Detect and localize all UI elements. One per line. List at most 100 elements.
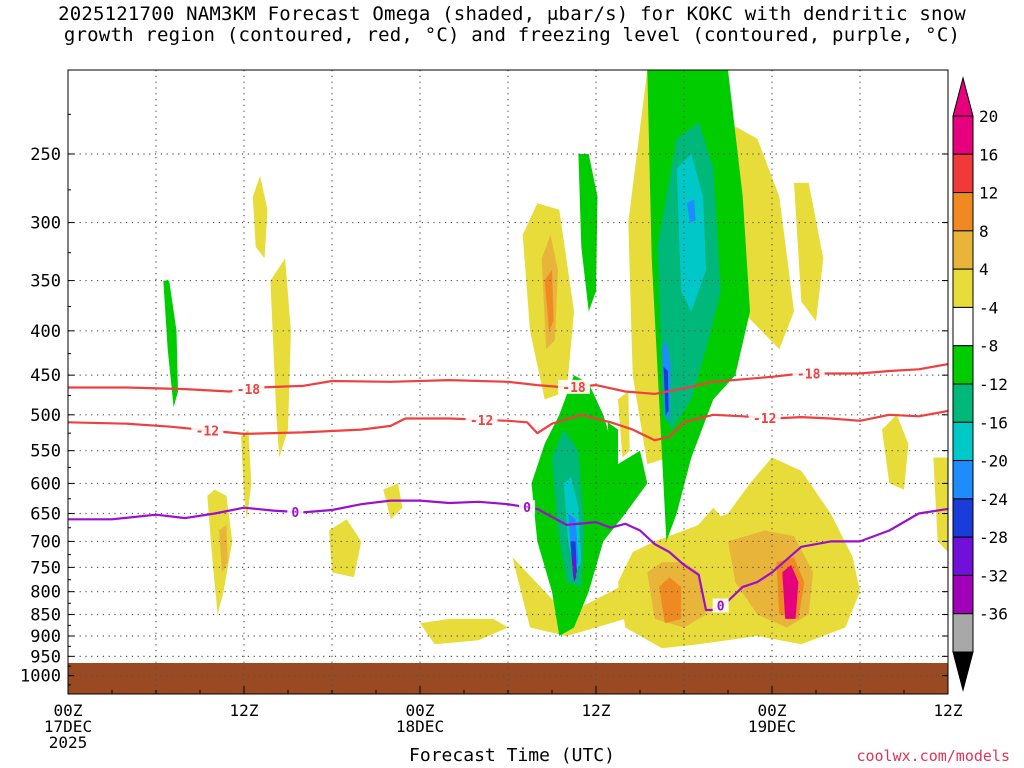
omega-region-28 [607,422,618,496]
omega-region-15 [933,457,948,552]
colorbar-bin-3 [952,230,974,270]
colorbar-label-1: 16 [979,145,998,164]
contour-label-0c-0: 0 [291,506,299,521]
x-tick-label-3-1: 12Z [582,701,611,720]
colorbar-bin-5 [952,306,974,347]
omega-region-32 [676,154,706,312]
contour-label-bg [558,379,590,394]
contour-label-0c-1: 0 [523,501,531,516]
colorbar-bin-12 [952,574,974,615]
contour-label--12c-0: -12 [196,424,219,439]
colorbar-bin-8 [952,421,974,462]
site-credit: coolwx.com/models [856,747,1010,765]
contour-label--12c-2: -12 [753,412,776,427]
contour-label-bg [792,366,825,381]
contour-label-bg [712,598,729,613]
colorbar-label-13: -36 [979,605,1008,624]
colorbar-label-4: 4 [979,260,989,279]
chart-title-line2: growth region (contoured, red, °C) and f… [63,24,961,46]
chart-title-line1: 2025121700 NAM3KM Forecast Omega (shaded… [58,3,966,25]
chart-title: 2025121700 NAM3KM Forecast Omega (shaded… [0,4,1024,46]
colorbar-label-2: 12 [979,184,998,203]
y-tick-label-800: 800 [30,583,61,603]
x-tick-label-0-3: 2025 [49,733,88,752]
omega-region-9 [241,429,252,520]
omega-region-5 [794,182,824,322]
omega-region-22 [544,269,554,331]
colorbar-bin-2 [952,192,974,232]
y-tick-label-250: 250 [30,145,61,165]
colorbar-label-8: -16 [979,413,1008,432]
contour-label-bg [465,412,498,427]
colorbar-label-11: -28 [979,528,1008,547]
omega-shading-layer [163,70,948,649]
colorbar-bin-4 [952,268,974,308]
y-tick-label-900: 900 [30,627,61,647]
contour-label-bg [748,410,781,425]
omega-region-29 [622,477,630,508]
y-tick-label-1000: 1000 [20,667,61,687]
y-tick-label-700: 700 [30,532,61,552]
x-tick-label-0-1: 00Z [54,701,83,720]
omega-region-10 [329,519,362,578]
colorbar-bin-10 [952,498,974,538]
colorbar-bin-1 [952,153,974,194]
colorbar-bin-7 [952,383,974,423]
y-tick-label-550: 550 [30,442,61,462]
y-tick-label-650: 650 [30,505,61,525]
contour-label-bg [519,500,536,515]
omega-region-19 [219,524,228,573]
y-tick-label-400: 400 [30,322,61,342]
y-tick-label-750: 750 [30,558,61,578]
colorbar-label-12: -32 [979,566,1008,585]
contour-label--12c-1: -12 [470,414,493,429]
colorbar-bin-13 [952,613,974,653]
omega-region-23 [782,564,799,619]
colorbar-label-6: -8 [979,337,998,356]
y-tick-label-600: 600 [30,474,61,494]
colorbar-label-5: -4 [979,298,998,317]
colorbar-bottom-arrow [952,651,974,692]
omega-region-20 [659,577,682,624]
omega-region-27 [163,280,178,408]
x-tick-label-2-2: 18DEC [396,717,444,736]
contour-label--18c-0: -18 [237,383,261,398]
x-tick-label-4-2: 19DEC [748,717,796,736]
contour-label-bg [191,423,224,438]
omega-region-26 [578,154,598,312]
y-tick-label-450: 450 [30,366,61,386]
x-tick-label-2-1: 00Z [406,701,435,720]
omega-region-34 [686,199,696,223]
colorbar-bin-11 [952,536,974,576]
colorbar-bin-0 [952,115,974,155]
contour-label-bg [287,504,304,519]
colorbar-label-3: 8 [979,222,989,241]
x-tick-label-0-2: 17DEC [44,717,92,736]
x-tick-label-5-1: 12Z [934,701,963,720]
y-tick-label-350: 350 [30,272,61,292]
y-tick-label-950: 950 [30,647,61,667]
y-tick-label-850: 850 [30,605,61,625]
x-axis-title: Forecast Time (UTC) [409,745,615,766]
contour-label--18c-1: -18 [562,381,586,396]
colorbar: 20 16 12 8 4 -4 -8 -12 -16 -20 -24 -28 -32 -36 [952,76,1008,692]
omega-region-14 [882,414,909,490]
omega-region-7 [252,175,268,259]
omega-region-13 [618,391,630,458]
omega-region-8 [207,489,233,615]
contour-label--18c-2: -18 [797,367,821,382]
x-tick-label-1-1: 12Z [230,701,259,720]
contour-label-0c-2: 0 [717,600,725,615]
colorbar-label-9: -20 [979,452,1008,471]
omega-region-12 [420,618,508,645]
omega-region-39 [571,557,577,583]
omega-region-6 [270,258,291,458]
colorbar-bin-9 [952,460,974,500]
colorbar-top-arrow [952,76,974,117]
x-tick-label-4-1: 00Z [758,701,787,720]
colorbar-bin-6 [952,345,974,385]
contour-label-layer: -18 -18 -18 -12 -12 -12 0 0 0 [191,366,825,615]
contour-0c-line-2 [68,499,948,612]
